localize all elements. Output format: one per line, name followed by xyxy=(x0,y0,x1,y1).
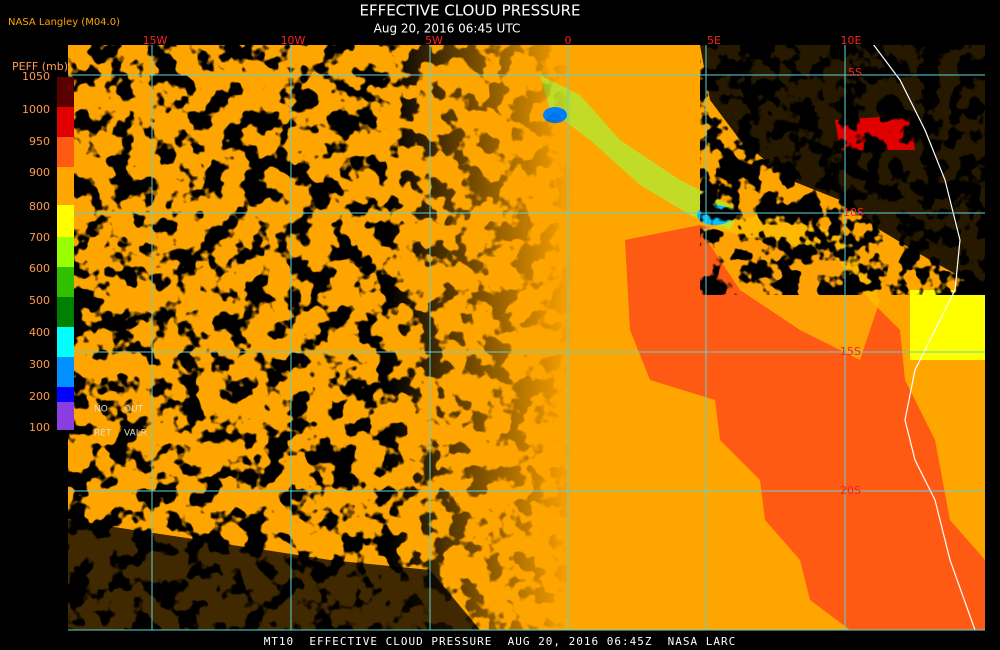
colorbar-label: PEFF (mb) xyxy=(12,60,68,73)
longitude-label: 5W xyxy=(425,34,443,47)
colorbar-tick-label: 1000 xyxy=(22,103,50,116)
footer: MT10 EFFECTIVE CLOUD PRESSURE AUG 20, 20… xyxy=(264,635,737,648)
colorbar-tick-label: 400 xyxy=(29,326,50,339)
color-swatch xyxy=(57,267,74,297)
source-label: NASA Langley (M04.0) xyxy=(8,17,120,28)
colorbar: PEFF (mb) 1050 1000 950 900 800 700 600 500 400 3… xyxy=(12,60,147,439)
longitude-label: 10E xyxy=(841,34,862,47)
legend-text: VALR xyxy=(124,429,147,439)
colorbar-tick-label: 500 xyxy=(29,294,50,307)
latitude-label: 5S xyxy=(848,66,862,79)
colorbar-tick-label: 600 xyxy=(29,262,50,275)
colorbar-tick-label: 200 xyxy=(29,390,50,403)
color-swatch xyxy=(57,402,74,430)
color-swatch xyxy=(57,77,74,107)
colorbar-tick-label: 700 xyxy=(29,231,50,244)
colorbar-tick-label: 100 xyxy=(29,421,50,434)
legend-text: OUT xyxy=(124,405,144,415)
color-swatch xyxy=(57,297,74,327)
color-swatch xyxy=(57,327,74,357)
color-swatch xyxy=(57,387,74,402)
legend-text: RET xyxy=(94,429,112,439)
colorbar-tick-label: 1050 xyxy=(22,70,50,83)
color-swatch xyxy=(57,205,74,237)
colorbar-tick-label: 300 xyxy=(29,358,50,371)
longitude-label: 10W xyxy=(281,34,306,47)
clear-patches-ne xyxy=(700,45,985,295)
graticule xyxy=(68,45,985,631)
title: EFFECTIVE CLOUD PRESSURE xyxy=(359,2,580,20)
colorbar-tick-label: 900 xyxy=(29,166,50,179)
color-swatch xyxy=(57,357,74,387)
cloud-map xyxy=(68,45,985,630)
colorbar-tick-label: 800 xyxy=(29,200,50,213)
longitude-label: 5E xyxy=(707,34,721,47)
latitude-label: 20S xyxy=(840,484,861,497)
latitude-label: 15S xyxy=(840,345,861,358)
legend-text: NO xyxy=(94,405,108,415)
longitude-label: 15W xyxy=(143,34,168,47)
colorbar-tick-label: 950 xyxy=(29,135,50,148)
coastline xyxy=(873,45,976,630)
color-swatch xyxy=(57,237,74,267)
color-swatch xyxy=(57,137,74,167)
color-swatch xyxy=(57,107,74,137)
longitude-label: 0 xyxy=(565,34,572,47)
color-swatch xyxy=(57,167,74,205)
latitude-label: 10S xyxy=(843,206,864,219)
subtitle: Aug 20, 2016 06:45 UTC xyxy=(374,22,521,36)
